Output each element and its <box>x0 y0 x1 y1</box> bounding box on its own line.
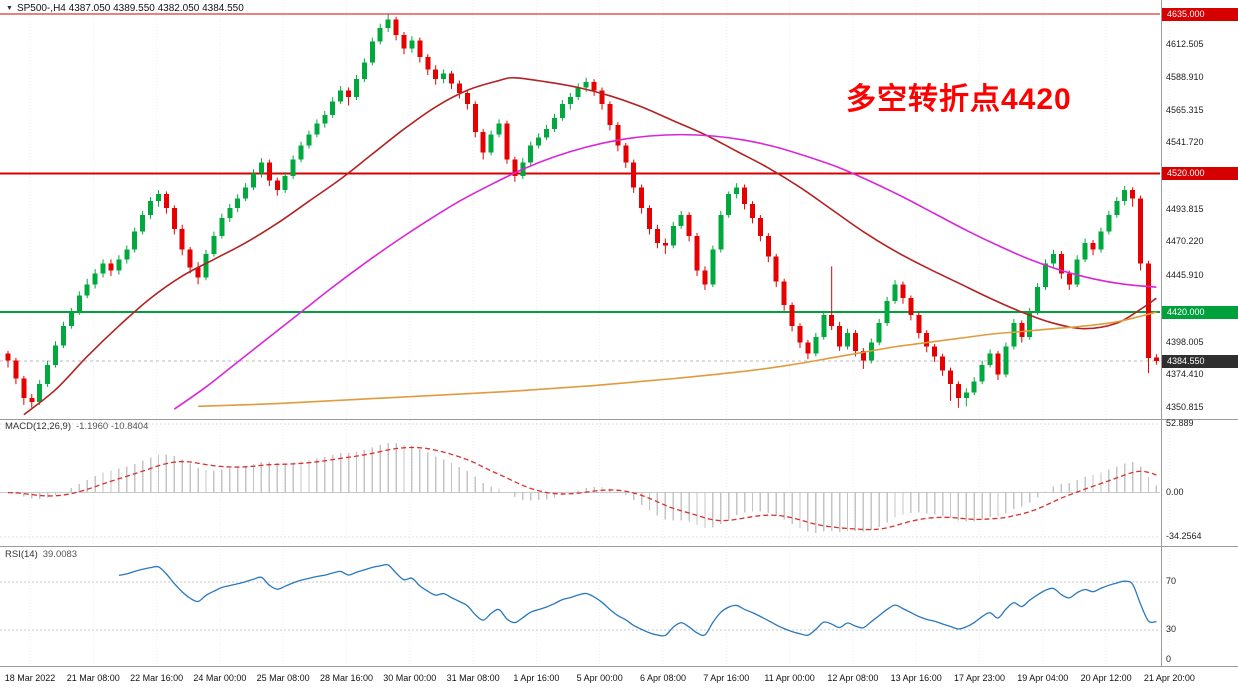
time-axis-label: 22 Mar 16:00 <box>130 673 184 683</box>
symbol-ohlc-text: SP500-,H4 4387.050 4389.550 4382.050 438… <box>16 3 244 14</box>
rsi-line <box>118 563 1157 637</box>
time-axis-label: 25 Mar 08:00 <box>256 673 310 683</box>
price-tick-label: 4588.910 <box>1166 71 1204 82</box>
price-tick-label: 4374.410 <box>1166 369 1204 380</box>
price-tick-label: 4612.505 <box>1166 39 1204 50</box>
panel-dividers <box>0 0 1238 667</box>
ma-line-ma-fast-darkred <box>23 76 1157 416</box>
time-axis-label: 30 Mar 00:00 <box>383 673 437 683</box>
price-tick-label: 4350.815 <box>1166 402 1204 412</box>
rsi-tick-label: 70 <box>1166 576 1177 586</box>
price-level-tag[interactable]: 4420.000 <box>1162 305 1238 319</box>
ma-line-ma-mid-magenta <box>173 133 1157 410</box>
horizontal-level-lines <box>0 13 1160 362</box>
time-axis-label: 21 Mar 08:00 <box>66 673 120 683</box>
rsi-tick-label: 0 <box>1166 654 1172 664</box>
time-axis-label: 6 Apr 08:00 <box>639 673 687 683</box>
grid-lines <box>29 0 1170 666</box>
price-tick-label: 4493.815 <box>1166 203 1204 214</box>
rsi-indicator-label: RSI(14) 39.0083 <box>5 549 77 560</box>
price-tick-label: 4445.910 <box>1166 270 1204 281</box>
rsi-label-value: 39.0083 <box>42 549 78 560</box>
rsi-tick-label: 30 <box>1166 624 1177 634</box>
chart-dropdown-icon[interactable]: ▼ <box>6 4 13 12</box>
symbol-ohlc-info: ▼ SP500-,H4 4387.050 4389.550 4382.050 4… <box>6 3 244 14</box>
macd-label-values: -1.1960 -10.8404 <box>76 421 149 432</box>
macd-tick-label: 52.889 <box>1166 418 1194 429</box>
rsi-label-name: RSI(14) <box>5 549 38 560</box>
time-axis-label: 20 Apr 12:00 <box>1080 673 1132 683</box>
price-tick-label: 4565.315 <box>1166 104 1204 115</box>
macd-tick-label: -34.2564 <box>1166 531 1202 542</box>
chart-annotation-text: 多空转折点4420 <box>846 83 1072 116</box>
time-axis-label: 13 Apr 16:00 <box>890 673 942 683</box>
macd-indicator-label: MACD(12,26,9) -1.1960 -10.8404 <box>5 421 148 432</box>
time-axis-label: 31 Mar 08:00 <box>446 673 500 683</box>
time-axis-label: 24 Mar 00:00 <box>193 673 247 683</box>
time-axis-label: 5 Apr 00:00 <box>576 673 623 683</box>
time-axis-label: 1 Apr 16:00 <box>513 673 560 683</box>
time-axis-label: 12 Apr 08:00 <box>827 673 879 683</box>
current-price-tag: 4384.550 <box>1162 354 1238 368</box>
time-axis-label: 18 Mar 2022 <box>4 673 56 683</box>
rsi-panel <box>0 581 1160 631</box>
time-axis-label: 17 Apr 23:00 <box>953 673 1006 683</box>
price-tick-label: 4470.220 <box>1166 236 1204 247</box>
macd-histogram <box>15 442 1158 533</box>
price-tick-label: 4541.720 <box>1166 137 1204 148</box>
time-axis-label: 19 Apr 04:00 <box>1017 673 1069 683</box>
ma-line-ma-slow-orange <box>198 311 1157 408</box>
time-axis-label: 28 Mar 16:00 <box>319 673 374 683</box>
macd-signal-line <box>7 446 1157 531</box>
macd-label-name: MACD(12,26,9) <box>5 421 71 432</box>
time-axis-label: 7 Apr 16:00 <box>703 673 750 683</box>
macd-tick-label: 0.00 <box>1166 486 1184 497</box>
time-axis-label: 11 Apr 00:00 <box>764 673 815 683</box>
time-axis-label: 21 Apr 20:00 <box>1143 673 1195 683</box>
price-tick-label: 4398.005 <box>1166 336 1204 347</box>
candlesticks <box>5 14 1159 408</box>
price-level-tag[interactable]: 4520.000 <box>1162 166 1238 180</box>
price-level-tag[interactable]: 4635.000 <box>1162 7 1238 21</box>
